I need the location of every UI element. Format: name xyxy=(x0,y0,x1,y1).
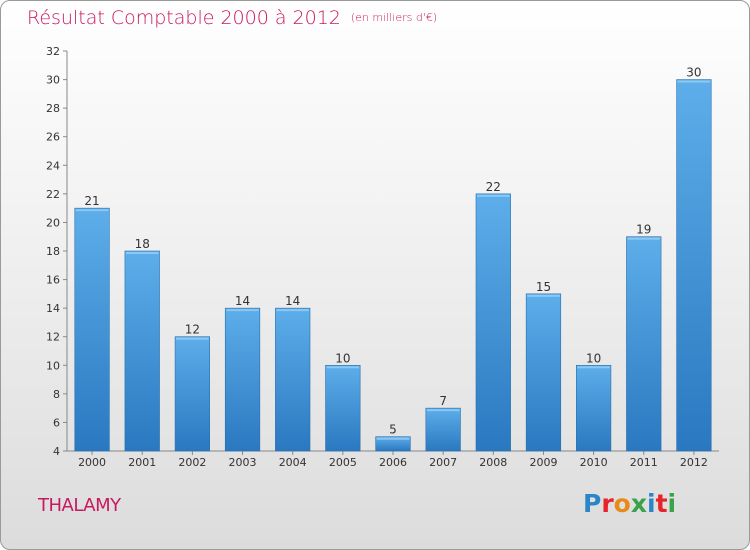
x-tick-label-2003: 2003 xyxy=(229,456,257,469)
x-tick-label-2012: 2012 xyxy=(680,456,708,469)
bar-highlight-2010 xyxy=(577,366,610,369)
bar-2004 xyxy=(275,307,311,452)
bar-2002 xyxy=(174,336,210,452)
data-label-2000: 21 xyxy=(84,194,99,208)
y-tick-label: 10 xyxy=(46,359,60,372)
logo-letter: r xyxy=(601,489,614,518)
bars-group: 21 18 12 14 14 10 5 7 22 15 10 19 30 xyxy=(74,66,712,452)
data-label-2004: 14 xyxy=(285,294,300,308)
y-axis: 4 6 8 10 12 14 16 18 20 22 24 26 28 30 32 xyxy=(46,45,68,458)
bar-highlight-2005 xyxy=(326,366,360,369)
y-tick-label: 26 xyxy=(46,131,60,144)
y-tick-label: 22 xyxy=(46,188,60,201)
logo-letter: i xyxy=(667,489,677,518)
chart-title: Résultat Comptable 2000 à 2012 (en millie… xyxy=(27,7,437,29)
data-label-2012: 30 xyxy=(686,66,701,80)
bar-2009 xyxy=(525,293,562,452)
x-tick-label-2000: 2000 xyxy=(78,456,106,469)
y-tick-label: 32 xyxy=(46,45,60,58)
x-tick-label-2005: 2005 xyxy=(329,456,357,469)
bar-2008 xyxy=(475,193,511,452)
y-tick-label: 14 xyxy=(46,302,60,315)
bar-2003 xyxy=(224,307,261,452)
bar-2000 xyxy=(74,207,110,452)
y-tick-label: 24 xyxy=(46,159,60,172)
y-tick-label: 6 xyxy=(53,416,60,429)
logo-letter: i xyxy=(647,489,656,518)
x-tick-label-2009: 2009 xyxy=(529,456,557,469)
bar-highlight-2000 xyxy=(75,209,109,212)
bar-highlight-2008 xyxy=(477,194,510,197)
chart-title-text: Résultat Comptable 2000 à 2012 xyxy=(27,7,341,29)
data-label-2003: 14 xyxy=(235,294,250,308)
x-tick-label-2007: 2007 xyxy=(429,456,457,469)
bar-2005 xyxy=(325,364,361,452)
bar-2010 xyxy=(576,364,612,452)
y-tick-label: 30 xyxy=(46,74,60,87)
logo-letter: t xyxy=(655,489,668,518)
bar-highlight-2006 xyxy=(376,437,410,440)
bar-highlight-2001 xyxy=(125,252,159,254)
data-label-2009: 15 xyxy=(536,280,551,294)
data-label-2001: 18 xyxy=(135,237,150,251)
bar-2001 xyxy=(124,250,160,452)
bar-highlight-2007 xyxy=(426,409,460,412)
data-label-2008: 22 xyxy=(486,180,501,194)
bar-highlight-2002 xyxy=(176,337,209,340)
data-label-2011: 19 xyxy=(636,223,651,237)
commune-name: THALAMY xyxy=(38,495,121,516)
data-label-2006: 5 xyxy=(389,423,397,437)
bar-2006 xyxy=(375,436,411,452)
logo-letter: x xyxy=(630,489,647,518)
bar-2007 xyxy=(425,407,461,452)
bar-highlight-2012 xyxy=(677,80,711,83)
x-axis: 2000 2001 2002 2003 2004 2005 2006 2007 2008 2009… xyxy=(67,450,719,469)
x-tick-label-2002: 2002 xyxy=(178,456,206,469)
bar-highlight-2009 xyxy=(527,294,560,297)
chart-subtitle: (en milliers d'€) xyxy=(350,11,438,24)
bar-highlight-2003 xyxy=(226,309,259,312)
bar-2011 xyxy=(626,236,662,452)
x-tick-label-2004: 2004 xyxy=(279,456,307,469)
bar-highlight-2004 xyxy=(276,309,309,312)
data-label-2002: 12 xyxy=(185,323,200,337)
y-tick-label: 4 xyxy=(53,445,60,458)
bar-2012 xyxy=(676,79,712,452)
y-tick-label: 12 xyxy=(46,331,60,344)
logo-letter: o xyxy=(613,489,631,518)
data-label-2005: 10 xyxy=(335,351,350,365)
x-tick-label-2006: 2006 xyxy=(379,456,407,469)
x-tick-label-2011: 2011 xyxy=(630,456,658,469)
bar-highlight-2011 xyxy=(627,237,661,240)
logo-letter: P xyxy=(583,489,602,518)
data-label-2007: 7 xyxy=(439,394,447,408)
x-tick-label-2010: 2010 xyxy=(580,456,608,469)
y-tick-label: 28 xyxy=(46,102,60,115)
proxiti-logo: Proxiti xyxy=(583,489,676,518)
y-tick-label: 20 xyxy=(46,216,60,229)
data-label-2010: 10 xyxy=(586,351,601,365)
x-tick-label-2001: 2001 xyxy=(128,456,156,469)
y-tick-label: 16 xyxy=(46,274,60,287)
x-tick-label-2008: 2008 xyxy=(479,456,507,469)
y-tick-label: 8 xyxy=(53,388,60,401)
y-tick-label: 18 xyxy=(46,245,60,258)
